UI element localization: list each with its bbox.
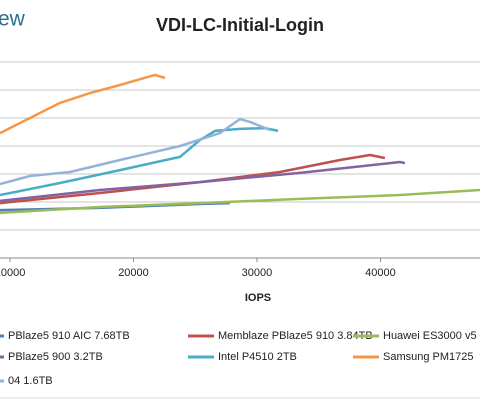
legend-label: Memblaze PBlaze5 910 3.84TB [218,330,373,342]
legend-label: Intel P4510 2TB [218,351,297,363]
series-line [0,126,279,197]
legend-label: PBlaze5 910 AIC 7.68TB [8,330,130,342]
x-tick-label: 10000 [0,267,25,279]
x-tick-label: 40000 [365,267,396,279]
legend-label: 04 1.6TB [8,375,53,387]
legend-label: Huawei ES3000 v5 [383,330,477,342]
legend-label: PBlaze5 900 3.2TB [8,351,103,363]
x-tick-label: 20000 [118,267,149,279]
x-tick-label: 30000 [242,267,273,279]
series-line [0,160,406,203]
chart-title: VDI-LC-Initial-Login [156,15,324,35]
legend-label: Samsung PM1725 [383,351,474,363]
x-axis-label: IOPS [245,292,271,304]
series-line [0,188,480,215]
series-line [0,73,166,135]
series-line [0,153,386,205]
brand: ew [0,8,26,31]
series-line [0,117,271,186]
